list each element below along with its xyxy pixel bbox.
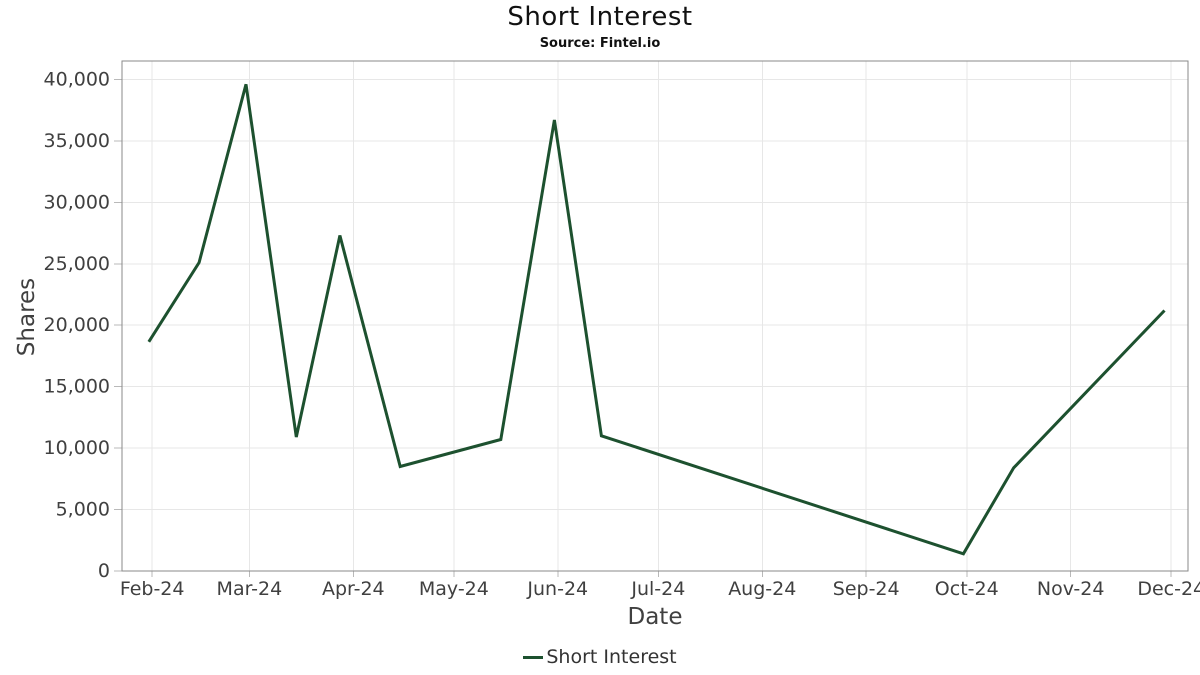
x-tick-label: Jul-24 [630,578,685,600]
y-tick-label: 20,000 [44,314,110,336]
chart-title: Short Interest [507,2,693,32]
legend-item-short-interest[interactable]: Short Interest [523,646,677,668]
x-tick-label: Nov-24 [1037,578,1105,600]
series-line-short-interest [147,83,1166,556]
y-tick-label: 0 [98,560,110,582]
y-tick-label: 30,000 [44,191,110,213]
y-tick-label: 5,000 [56,499,110,521]
x-tick-label: Jun-24 [526,578,588,600]
plot-frame [121,60,1189,572]
y-tick-label: 40,000 [44,68,110,90]
x-axis-title: Date [627,604,683,630]
x-tick-label: Apr-24 [322,578,385,600]
legend: Short Interest [0,644,1200,670]
y-tick-label: 25,000 [44,253,110,275]
x-tick-label: May-24 [419,578,489,600]
x-tick-label: Sep-24 [833,578,900,600]
legend-line-icon [523,655,544,659]
legend-label: Short Interest [546,646,677,668]
x-tick-label: Dec-24 [1137,578,1200,600]
x-tick-label: Oct-24 [935,578,999,600]
x-tick-label: Feb-24 [120,578,185,600]
y-tick-label: 35,000 [44,130,110,152]
y-tick-label: 10,000 [44,437,110,459]
chart-subtitle: Source: Fintel.io [539,36,661,51]
x-tick-label: Mar-24 [217,578,283,600]
y-tick-label: 15,000 [44,376,110,398]
x-tick-label: Aug-24 [728,578,796,600]
